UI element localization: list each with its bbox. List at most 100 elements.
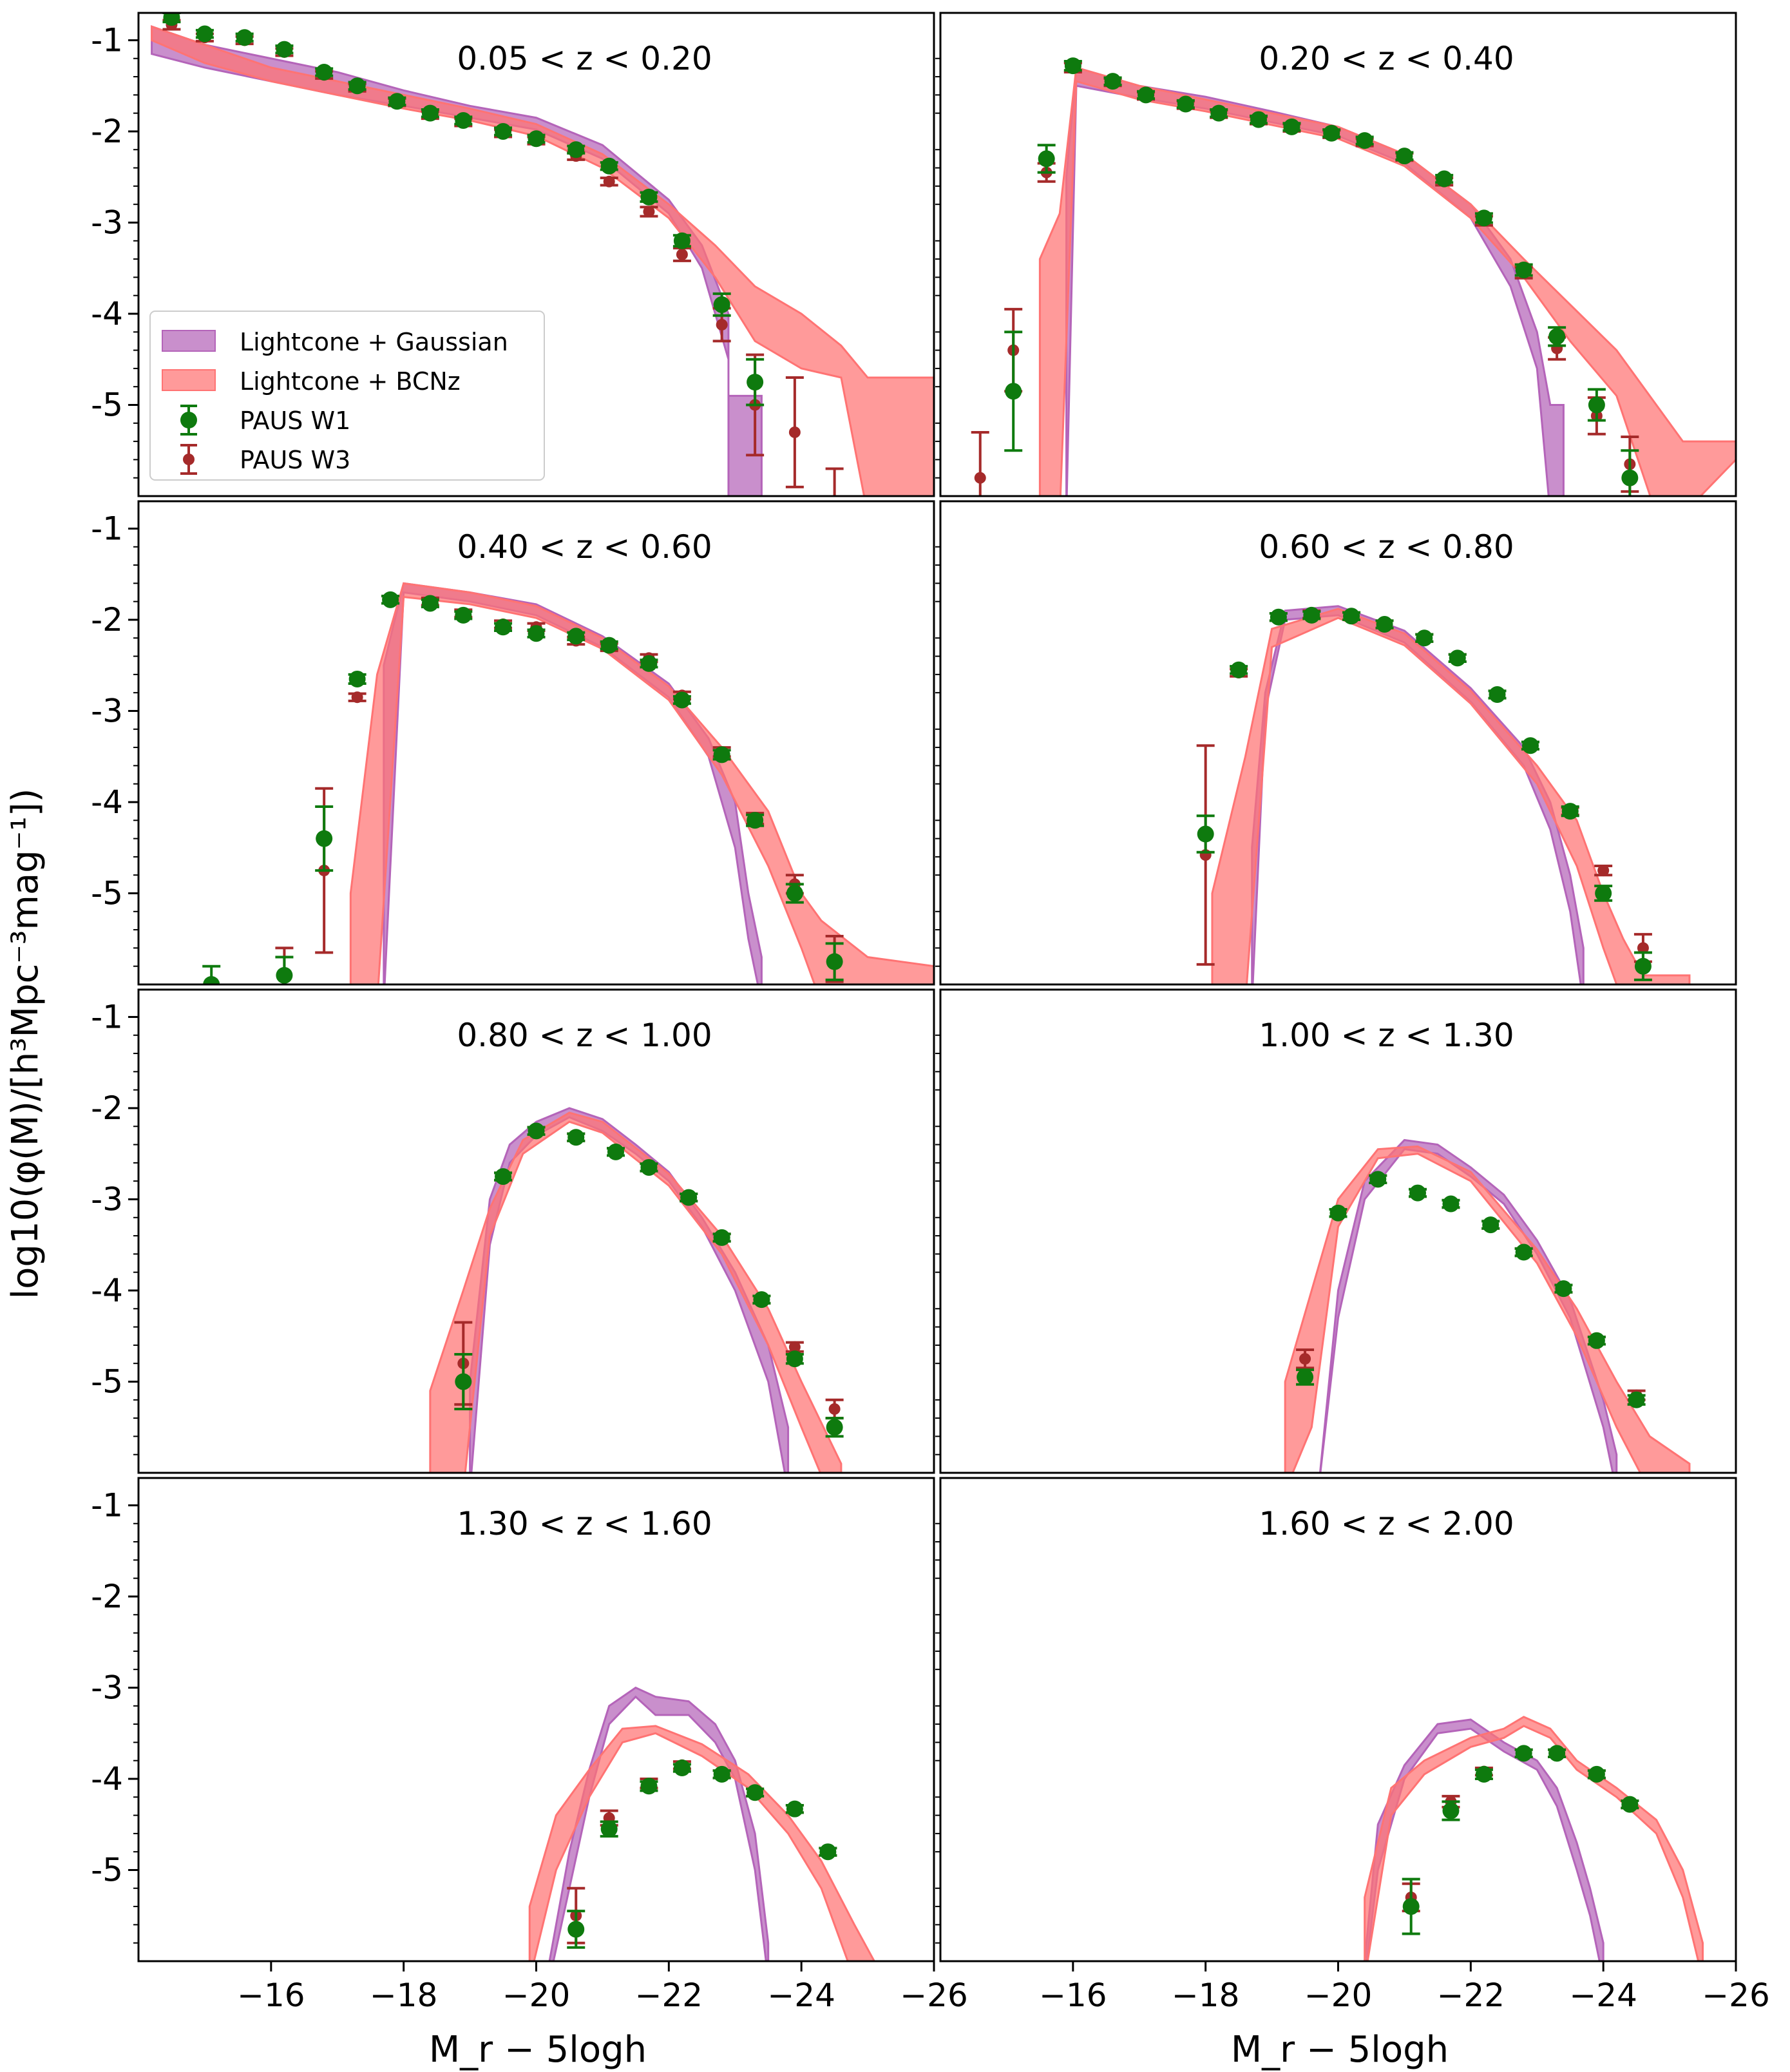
paus-w1-point [640,1778,658,1795]
paus-w1-point [1514,1243,1533,1261]
panel-plot-area [151,13,934,496]
paus-w1-point [1355,132,1374,149]
paus-w1-point [348,77,367,95]
paus-w1-point [1409,1184,1427,1202]
x-tick-label: −18 [370,1977,438,2014]
legend-entry: PAUS W3 [180,444,350,475]
x-tick-label: −22 [1437,1977,1505,2014]
paus-w3-point [785,376,804,488]
y-tick-label: -1 [91,998,123,1035]
y-tick-label: -1 [91,510,123,547]
paus-w1-point [825,942,844,981]
paus-w1-point [494,619,513,636]
paus-w1-point [1521,737,1539,754]
panels-layer: 0.05 < z < 0.20 -1 -2 -3 -4 -5 0.20 < z < 0.40… [91,12,1770,2014]
paus-w1-point [1548,326,1566,347]
paus-w1-point [1514,1745,1533,1762]
paus-w1-point [1176,95,1195,113]
panel-8: 1.60 < z < 2.00 −16 −18 −20 −22 −24 −26 [935,1477,1770,2014]
x-tick-label: −24 [767,1977,835,2014]
paus-w1-point [275,41,294,58]
paus-w1-point [235,29,254,46]
paus-w1-point [785,1800,804,1818]
paus-w1-point [1621,1796,1639,1813]
paus-w1-point [746,1784,765,1801]
gaussian-band [383,582,763,984]
paus-w1-point [202,964,221,984]
legend-marker [183,454,195,465]
paus-w1-point [1296,1368,1315,1386]
bcnz-band [151,25,934,496]
paus-w1-point [421,104,439,122]
y-tick-label: -3 [91,1669,123,1706]
panel-plot-area [971,57,1736,496]
panel-plot-area [528,1686,875,1961]
paus-w1-point [1561,803,1579,820]
x-tick-label: −18 [1172,1977,1240,2014]
paus-w1-point [825,1417,844,1438]
panel-plot-area [1284,1138,1691,1473]
paus-w1-point [494,122,513,140]
panel-1: 0.05 < z < 0.20 -1 -2 -3 -4 -5 [91,12,935,497]
paus-w3-point [1296,1348,1315,1370]
y-tick-label: -5 [91,1851,123,1888]
paus-w1-point [712,292,731,317]
bcnz-band [528,1725,875,1961]
x-tick-label: −24 [1569,1977,1637,2014]
legend-entry: Lightcone + BCNz [162,367,461,396]
paus-w1-point [746,812,765,829]
paus-w1-point [275,955,294,984]
paus-w1-point [600,637,618,654]
paus-w1-point [1103,73,1122,90]
y-tick-label: -4 [91,1272,123,1309]
paus-w1-point [607,1143,625,1160]
paus-w1-point [1594,885,1613,902]
x-tick-label: −16 [1039,1977,1107,2014]
paus-w1-point [1137,86,1156,104]
paus-w1-point [1474,1765,1493,1783]
panel-title: 1.60 < z < 2.00 [1259,1505,1514,1542]
paus-w1-point [1627,1391,1646,1408]
paus-w1-point [1063,57,1082,75]
legend-label: PAUS W1 [240,407,350,435]
paus-w1-point [1587,388,1606,422]
y-tick-label: -5 [91,1363,123,1400]
panel-frame [137,500,935,986]
panel-7: 1.30 < z < 1.60 -1 -2 -3 -4 -5 −16 −18 −20 −22 −24… [91,1477,968,2014]
paus-w1-point [1282,118,1301,135]
paus-w1-point [1633,951,1652,981]
paus-w1-point [672,232,691,249]
panel-title: 0.40 < z < 0.60 [457,528,712,566]
x-tick-label: −26 [900,1977,968,2014]
paus-w1-point [1488,686,1507,703]
paus-w1-point [567,628,586,645]
panel-frame [939,988,1737,1474]
x-tick-label: −20 [502,1977,571,2014]
paus-w1-point [1250,111,1268,128]
paus-w1-point [1329,1204,1347,1222]
paus-w1-point [1210,104,1228,122]
paus-w1-point [454,1353,473,1410]
legend-swatch [162,330,216,352]
panel-title: 0.80 < z < 1.00 [457,1017,712,1054]
paus-w1-point [1230,661,1248,678]
paus-w1-point [640,1158,658,1176]
bcnz-band [429,1111,843,1473]
legend-entry: PAUS W1 [180,405,350,436]
gaussian-band [1251,605,1585,984]
panel-4: 0.60 < z < 0.80 [935,500,1737,986]
bcnz-band [1364,1716,1704,1961]
paus-w1-point [1554,1280,1573,1298]
paus-w1-point [1269,608,1288,626]
paus-w1-point [600,157,618,175]
paus-w1-point [1322,124,1341,142]
paus-w1-point [1442,1195,1460,1213]
y-tick-label: -1 [91,1486,123,1524]
paus-w1-point [1514,262,1533,279]
legend-swatch [162,369,216,391]
paus-w1-point [712,746,731,763]
paus-w1-point [712,1765,731,1783]
panel-title: 0.20 < z < 0.40 [1259,40,1514,77]
panel-frame [939,1477,1737,1962]
